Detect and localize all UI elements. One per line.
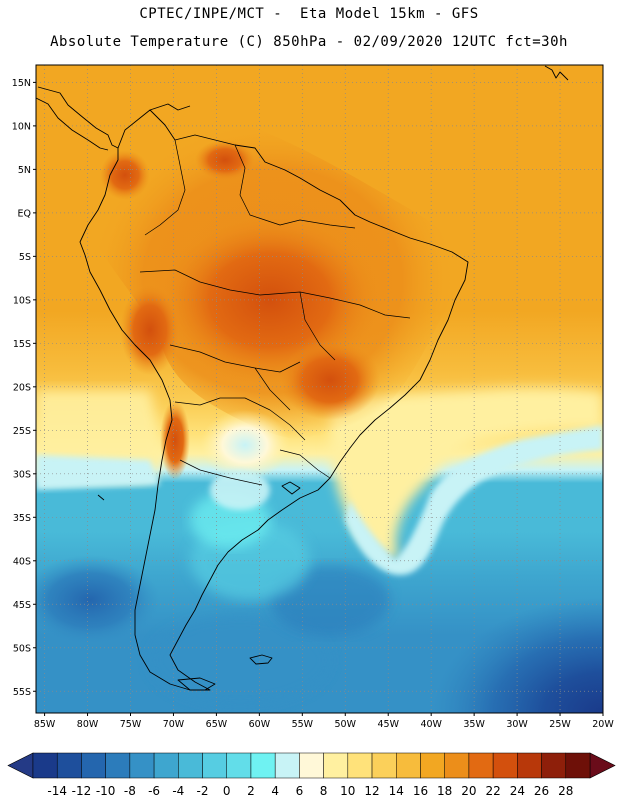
- latitude-axis: 15N 10N 5N EQ 5S 10S 15S 20S 25S 30S 35S 40S 45S 50S 5…: [12, 78, 36, 698]
- colorbar-label: 16: [413, 784, 428, 798]
- colorbar-under-arrow: [7, 752, 34, 779]
- colorbar-label: 14: [389, 784, 404, 798]
- lon-tick-label: 80W: [77, 719, 99, 730]
- colorbar-swatch: [226, 752, 252, 779]
- colorbar-swatch: [420, 752, 445, 779]
- colorbar-swatch: [347, 752, 373, 779]
- colorbar-label: 28: [558, 784, 573, 798]
- lat-tick-label: 10N: [12, 121, 31, 132]
- colorbar-label: -14: [47, 784, 67, 798]
- lat-tick-label: 5S: [19, 252, 31, 263]
- graticule: [36, 65, 603, 713]
- lat-tick-label: 30S: [13, 469, 31, 480]
- lon-tick-label: 60W: [249, 719, 271, 730]
- lat-tick-label: 50S: [13, 643, 31, 654]
- colorbar-label: 24: [510, 784, 525, 798]
- lat-tick-label: EQ: [18, 208, 31, 219]
- lon-tick-label: 85W: [34, 719, 56, 730]
- colorbar: -14 -12 -10 -8 -6 -4 -2 0 2 4 6 8 10 12 14 16 18 20 22 24 26…: [7, 752, 616, 798]
- colorbar-label: -6: [148, 784, 160, 798]
- colorbar-label: 6: [296, 784, 304, 798]
- lon-tick-label: 40W: [420, 719, 442, 730]
- colorbar-swatch: [492, 752, 518, 779]
- colorbar-swatch: [178, 752, 203, 779]
- lon-tick-label: 30W: [506, 719, 528, 730]
- lat-tick-label: 5N: [18, 165, 31, 176]
- colorbar-swatch: [274, 752, 300, 779]
- lat-tick-label: 35S: [13, 513, 31, 524]
- colorbar-label: -10: [96, 784, 116, 798]
- map-title: CPTEC/INPE/MCT - Eta Model 15km - GFS: [139, 6, 479, 22]
- colorbar-swatch: [105, 752, 131, 779]
- lat-tick-label: 25S: [13, 426, 31, 437]
- colorbar-swatch: [56, 752, 82, 779]
- colorbar-swatch: [129, 752, 155, 779]
- temperature-field: [36, 65, 603, 713]
- colorbar-label: -2: [197, 784, 209, 798]
- colorbar-swatch: [299, 752, 324, 779]
- lon-tick-label: 55W: [292, 719, 314, 730]
- lon-tick-label: 70W: [163, 719, 185, 730]
- colorbar-label: 10: [340, 784, 355, 798]
- lon-tick-label: 20W: [592, 719, 614, 730]
- colorbar-label: -4: [172, 784, 184, 798]
- colorbar-label: 20: [461, 784, 476, 798]
- lat-tick-label: 40S: [13, 556, 31, 567]
- colorbar-swatch: [517, 752, 542, 779]
- lat-tick-label: 20S: [13, 382, 31, 393]
- lon-tick-label: 50W: [335, 719, 357, 730]
- lon-tick-label: 35W: [463, 719, 485, 730]
- colorbar-swatch: [323, 752, 349, 779]
- colorbar-label: 0: [223, 784, 231, 798]
- lon-tick-label: 45W: [377, 719, 399, 730]
- lat-tick-label: 55S: [13, 687, 31, 698]
- colorbar-swatch: [371, 752, 397, 779]
- lat-tick-label: 15S: [13, 339, 31, 350]
- map-frame: [35, 64, 604, 714]
- colorbar-label: 12: [364, 784, 379, 798]
- colorbar-swatch: [250, 752, 276, 779]
- colorbar-swatch: [202, 752, 227, 779]
- coastlines: [36, 65, 569, 691]
- colorbar-label: 4: [271, 784, 279, 798]
- colorbar-label: -12: [72, 784, 92, 798]
- colorbar-swatch: [565, 752, 591, 779]
- colorbar-swatch: [468, 752, 494, 779]
- lon-tick-label: 75W: [120, 719, 142, 730]
- colorbar-label: 26: [534, 784, 549, 798]
- lat-tick-label: 10S: [13, 295, 31, 306]
- colorbar-label: -8: [124, 784, 136, 798]
- lat-tick-label: 45S: [13, 600, 31, 611]
- colorbar-label: 22: [485, 784, 500, 798]
- colorbar-label: 2: [247, 784, 255, 798]
- lat-tick-label: 15N: [12, 78, 31, 89]
- colorbar-swatch: [541, 752, 567, 779]
- lon-tick-label: 65W: [206, 719, 228, 730]
- colorbar-swatch: [32, 752, 58, 779]
- colorbar-swatch: [81, 752, 106, 779]
- map-subtitle: Absolute Temperature (C) 850hPa - 02/09/…: [50, 34, 568, 50]
- lon-tick-label: 25W: [549, 719, 571, 730]
- longitude-axis: 85W 80W 75W 70W 65W 60W 55W 50W 45W 40W 35W 30W 25W 2…: [34, 713, 614, 730]
- colorbar-over-arrow: [589, 752, 616, 779]
- colorbar-swatch: [153, 752, 179, 779]
- colorbar-swatch: [396, 752, 421, 779]
- colorbar-label: 18: [437, 784, 452, 798]
- colorbar-swatch: [444, 752, 470, 779]
- colorbar-label: 8: [320, 784, 328, 798]
